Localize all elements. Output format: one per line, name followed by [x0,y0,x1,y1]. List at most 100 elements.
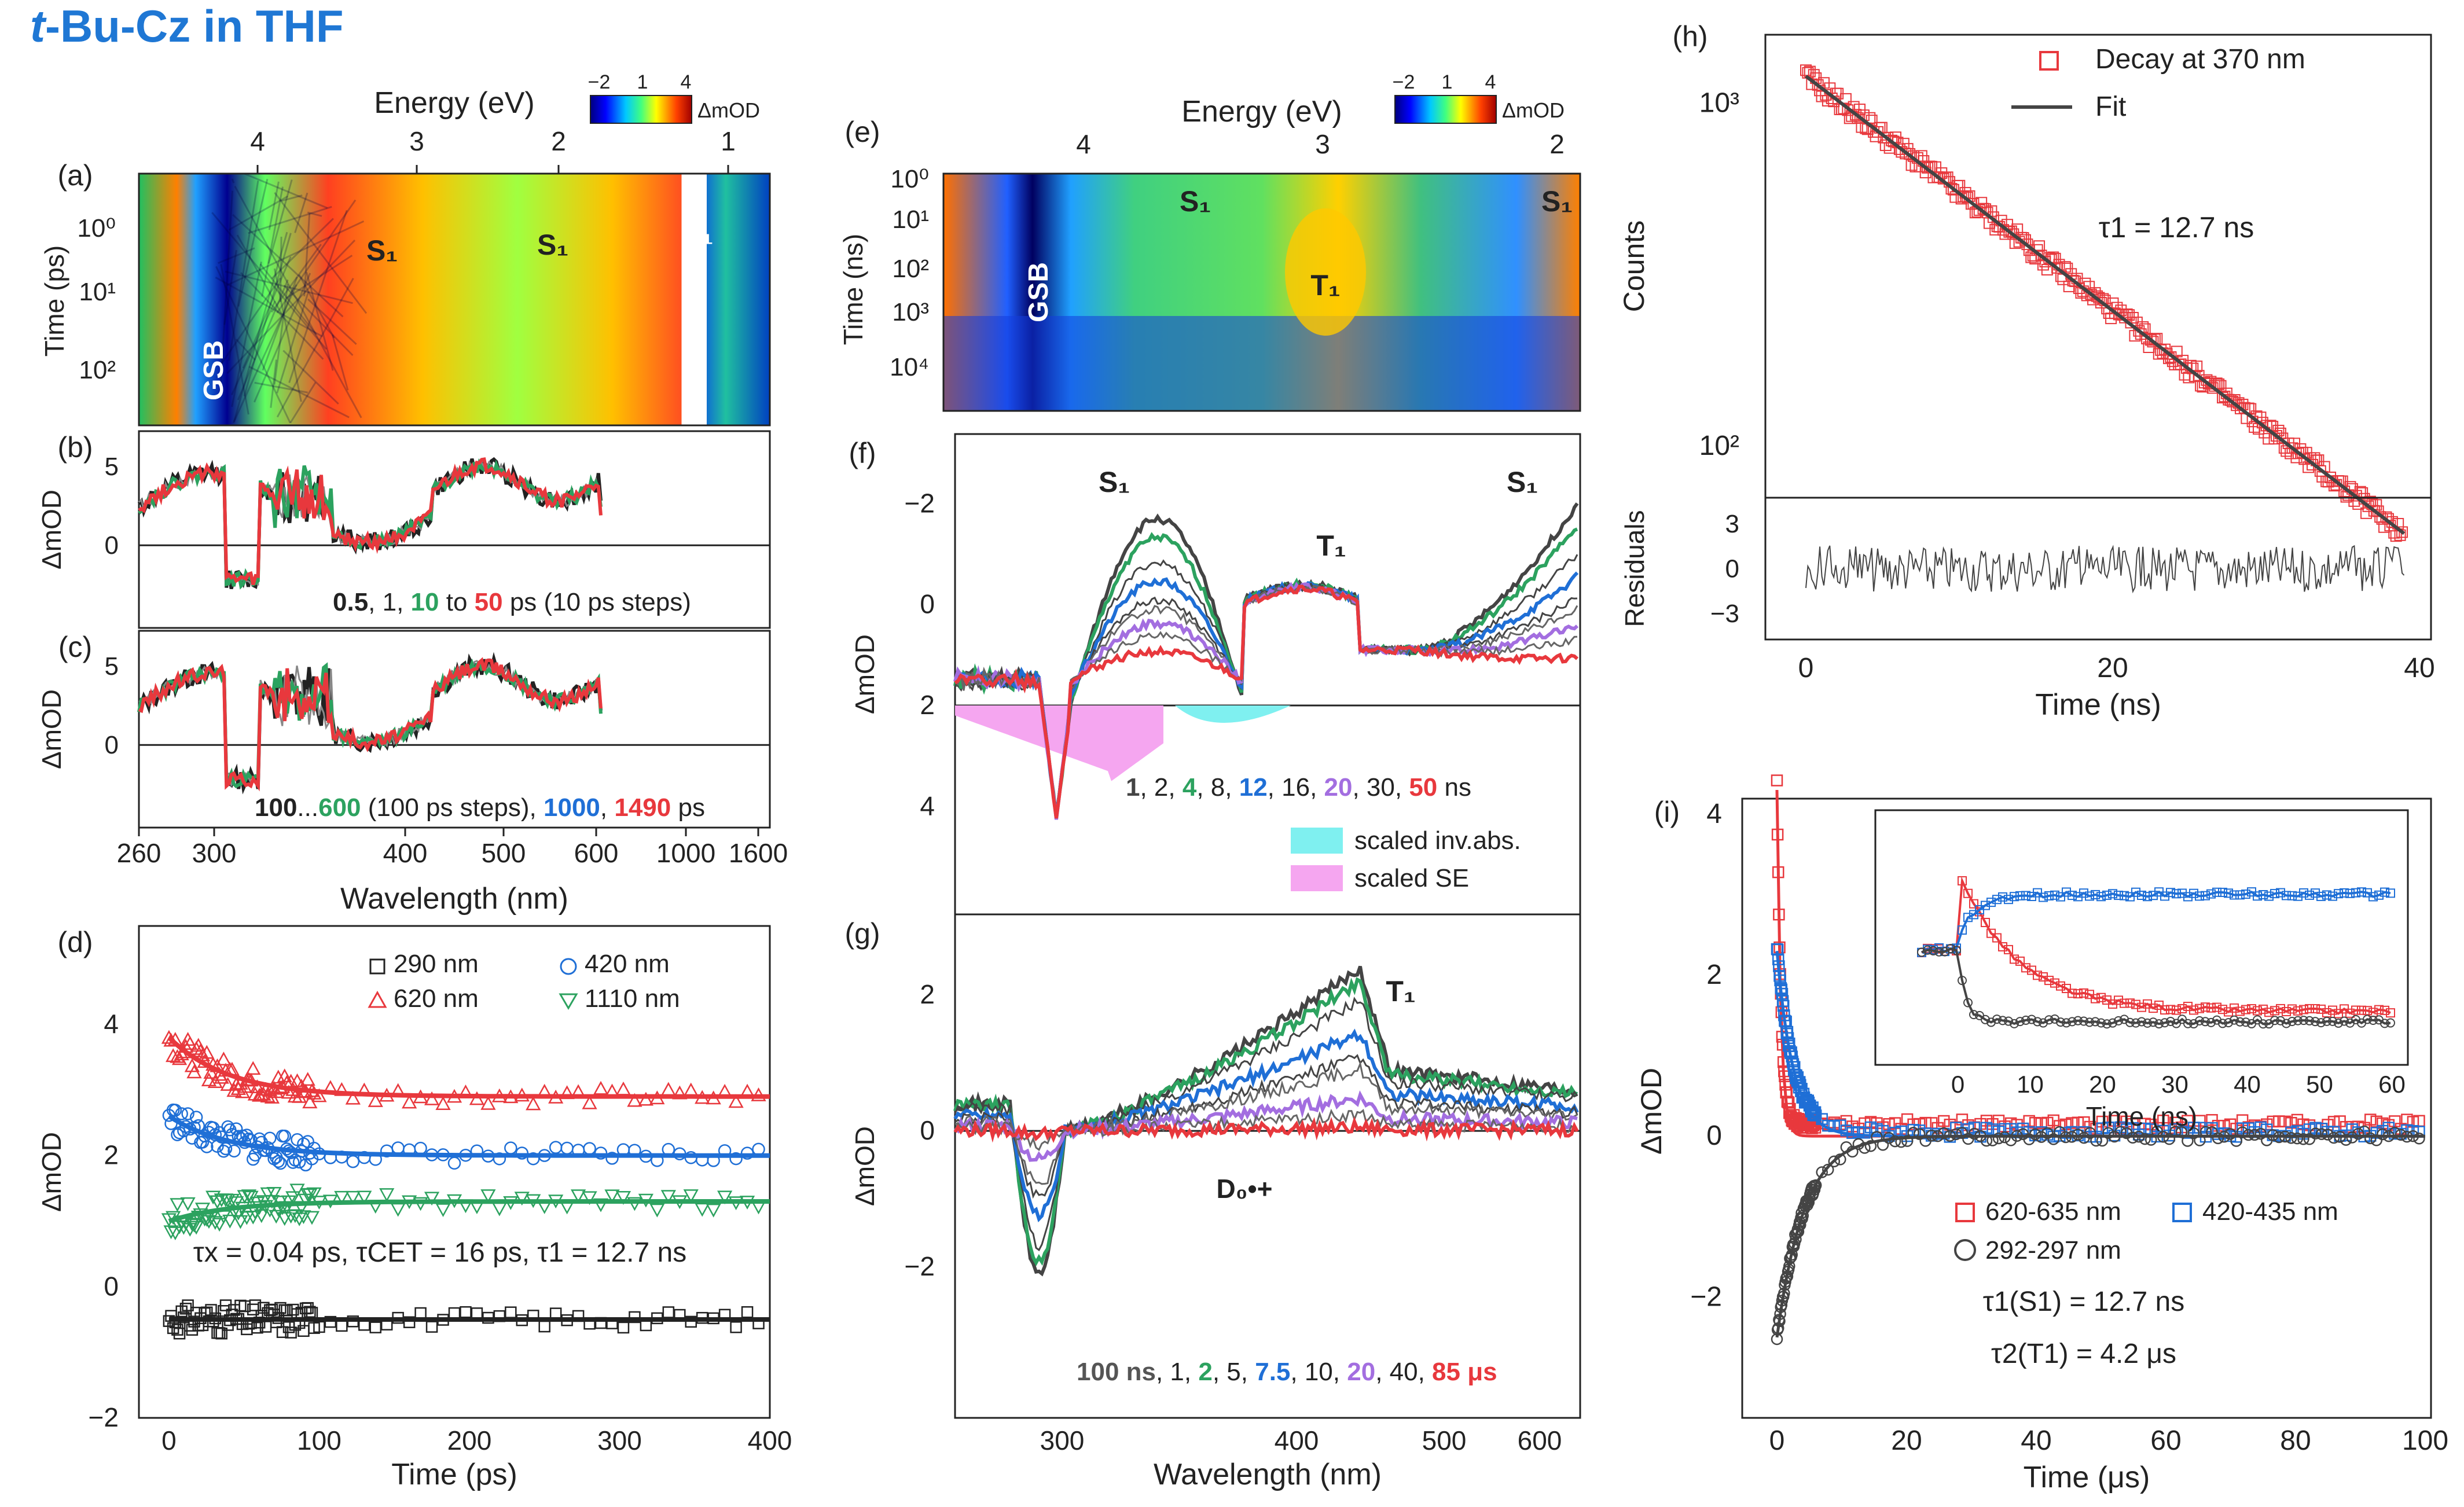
data-point [1904,148,1916,160]
legend-label: 420-435 nm [2202,1197,2338,1226]
data-point [2133,325,2145,337]
data-point [278,1129,291,1143]
x-tick: 20 [1891,1425,1922,1456]
data-point [2017,1122,2029,1135]
heatmap-streak [285,255,353,299]
data-point [593,1080,609,1095]
legend-label: 620 nm [394,984,479,1013]
y-tick: 10¹ [79,278,116,306]
data-point [2047,1133,2060,1145]
data-point [205,1304,217,1316]
data-point [2056,981,2065,991]
data-point [582,1095,597,1109]
data-point [1913,1128,1926,1140]
data-point [730,1321,742,1333]
data-point [170,1198,185,1212]
data-point [2340,1134,2352,1146]
axes-i [1741,797,2432,1419]
data-point [180,1197,196,1211]
axes-spec [138,430,771,629]
data-point [189,1111,203,1124]
title-rest: -Bu-Cz in THF [45,1,344,52]
y-tick: 0 [1706,1120,1722,1151]
data-point [2182,1115,2194,1127]
colorbar-tick: 1 [637,71,648,93]
data-point [269,1084,284,1098]
data-point [390,1203,406,1217]
inv-abs-fill [1175,705,1291,723]
colorbar-tick: 4 [1485,71,1496,93]
x-tick: 500 [1422,1425,1467,1455]
data-point [304,1306,316,1318]
data-point [2297,1133,2309,1145]
tau-annotation: τ1 = 12.7 ns [2099,211,2254,244]
data-point [2023,1115,2035,1127]
colorbar-label: ΔmOD [1502,98,1565,122]
fit-line [167,1035,770,1099]
annotation-s1: S₁ [1507,466,1538,498]
data-point [2035,1117,2047,1130]
data-point [582,1191,597,1205]
data-point [306,1187,322,1201]
data-point [2360,507,2373,519]
data-point [245,1061,261,1075]
data-point [2049,252,2061,264]
data-point [210,1195,225,1210]
inset-x-label: Time (ns) [2086,1101,2198,1131]
spectrum-curve [954,585,1579,819]
data-point [2285,1131,2297,1144]
legend-f: 1, 2, 4, 8, 12, 16, 20, 30, 50 ns [1126,773,1471,802]
data-point [300,1072,315,1086]
data-point [424,1091,440,1105]
top-tick: 1 [721,126,736,156]
data-point [2151,1122,2164,1134]
data-point [279,1201,295,1215]
data-point [186,1064,202,1079]
heatmap-streak [254,273,311,403]
data-point [660,1190,676,1204]
heatmap-streak [276,291,310,394]
data-point [1944,1119,1956,1131]
data-point [346,1155,360,1168]
data-point [526,1096,541,1111]
data-point [2029,1116,2041,1129]
data-point [336,1319,348,1332]
data-point [285,1326,297,1339]
heatmap-streak [273,284,289,385]
data-point [2370,1115,2383,1128]
data-point [1968,1122,1981,1134]
legend-label: 420 nm [585,950,670,978]
data-point [2015,956,2025,966]
data-point [1956,1127,1969,1139]
data-point [368,1093,383,1107]
data-point [717,1190,733,1205]
y-tick: −2 [1690,1281,1722,1312]
y-tick: 10² [1699,431,1739,461]
top-tick: 2 [1549,129,1565,159]
heatmap-streak [235,339,256,361]
data-point [2059,261,2071,273]
data-point [2212,1132,2224,1145]
data-point [2114,995,2123,1005]
y-tick: 10² [79,356,116,384]
data-point [222,1214,238,1229]
data-point [538,1320,550,1333]
y-tick: 10⁰ [890,165,929,193]
heatmap-streak [303,213,311,297]
data-point [173,1327,186,1340]
data-point [2390,530,2402,542]
heatmap-streak [219,190,234,396]
y-axis-label: Time (ps) [39,245,69,357]
heatmap-streak [261,186,284,297]
data-point [1969,910,1978,920]
heatmap-streak [215,277,323,337]
y-tick: 2 [920,979,935,1009]
data-point [2144,1134,2157,1146]
heatmap-streak [276,199,357,314]
data-point [2029,1128,2041,1141]
legend-b: 0.5, 1, 10 to 50 ps (10 ps steps) [333,588,691,616]
heatmap-streak [231,261,262,407]
data-point [2281,445,2293,457]
data-point [249,1299,262,1311]
data-point [2127,1131,2139,1144]
